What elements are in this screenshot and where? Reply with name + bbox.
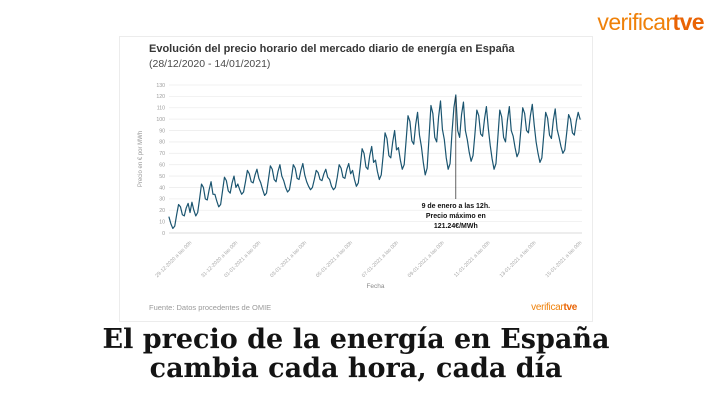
grid-lines: 0 10 20 30 40 50 60 70 80 90 100 110 120 130 — [156, 83, 582, 237]
svg-text:0: 0 — [162, 231, 165, 237]
svg-text:121.24€/MWh: 121.24€/MWh — [434, 223, 478, 230]
price-chart: 0 10 20 30 40 50 60 70 80 90 100 110 120 130 29-12-202… — [138, 83, 583, 290]
svg-text:40: 40 — [159, 185, 165, 191]
max-price-annotation: 9 de enero a las 12h. Precio máximo en 121… — [422, 96, 491, 230]
x-axis-title: Fecha — [366, 283, 384, 290]
svg-text:120: 120 — [156, 94, 165, 100]
chart-card: Evolución del precio horario del mercado… — [119, 36, 593, 322]
svg-text:50: 50 — [159, 174, 165, 180]
svg-text:80: 80 — [159, 140, 165, 146]
svg-text:100: 100 — [156, 117, 165, 123]
svg-text:9 de enero a las 12h.: 9 de enero a las 12h. — [422, 203, 491, 210]
svg-text:10: 10 — [159, 219, 165, 225]
price-line-series — [168, 94, 581, 230]
svg-text:70: 70 — [159, 151, 165, 157]
chart-subtitle: (28/12/2020 - 14/01/2021) — [149, 58, 271, 70]
svg-text:30: 30 — [159, 197, 165, 203]
svg-text:03-01-2021 a las 00h: 03-01-2021 a las 00h — [269, 240, 308, 279]
headline-line-1: El precio de la energía en España — [102, 324, 610, 355]
svg-text:130: 130 — [156, 83, 165, 89]
svg-text:15-01-2021 a las 00h: 15-01-2021 a las 00h — [545, 240, 584, 279]
brand-logo: verificartve — [597, 9, 704, 36]
x-axis-ticks: 29-12-2020 a las 00h 31-12-2020 a las 00h… — [154, 240, 583, 279]
chart-footer: Fuente: Datos procedentes de OMIE verifi… — [149, 302, 577, 313]
svg-text:13-01-2021 a las 00h: 13-01-2021 a las 00h — [499, 240, 538, 279]
svg-text:29-12-2020 a las 00h: 29-12-2020 a las 00h — [154, 240, 193, 279]
y-axis-title: Precio en € por MWh — [138, 131, 144, 187]
svg-text:110: 110 — [157, 106, 165, 112]
svg-text:07-01-2021 a las 00h: 07-01-2021 a las 00h — [361, 240, 400, 279]
svg-text:20: 20 — [159, 208, 165, 214]
chart-title: Evolución del precio horario del mercado… — [149, 43, 515, 55]
svg-text:60: 60 — [159, 162, 165, 168]
source-note: Fuente: Datos procedentes de OMIE — [149, 303, 272, 312]
svg-text:31-12-2020 a las 00h: 31-12-2020 a las 00h — [200, 240, 239, 279]
svg-text:05-01-2021 a las 00h: 05-01-2021 a las 00h — [315, 240, 354, 279]
brand-logo-small-prefix: verificar — [531, 302, 564, 313]
svg-text:90: 90 — [159, 128, 165, 134]
brand-logo-small: verificartve — [531, 302, 577, 313]
brand-logo-small-suffix: tve — [563, 302, 577, 313]
svg-text:Precio máximo en: Precio máximo en — [426, 213, 486, 220]
svg-text:09-01-2021 a las 00h: 09-01-2021 a las 00h — [407, 240, 446, 279]
headline-line-2: cambia cada hora, cada día — [149, 352, 563, 384]
svg-text:11-01-2021 a las 00h: 11-01-2021 a las 00h — [453, 240, 492, 279]
headline: El precio de la energía en España cambia… — [0, 324, 712, 384]
brand-logo-prefix: verificar — [597, 9, 673, 35]
brand-logo-suffix: tve — [672, 9, 705, 35]
